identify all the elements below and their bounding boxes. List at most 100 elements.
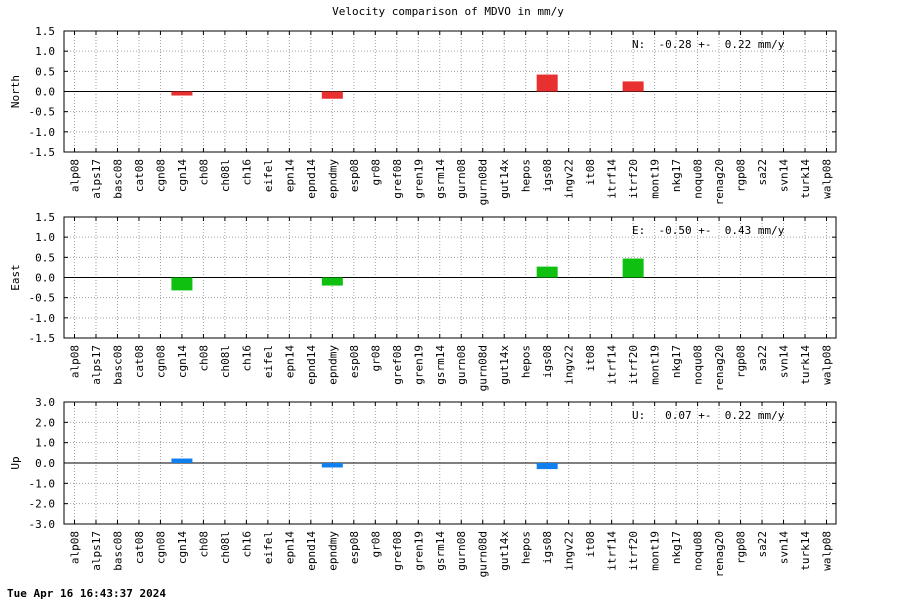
x-tick-label: mont19	[649, 345, 662, 385]
bar-cgn14	[171, 458, 193, 463]
x-tick-label: noqu08	[692, 531, 705, 571]
y-tick-label: 0.0	[35, 457, 55, 470]
x-tick-label: ingv22	[563, 531, 576, 571]
x-tick-label: cat08	[133, 159, 146, 192]
x-tick-label: gr08	[369, 159, 382, 186]
x-tick-label: walp08	[821, 531, 834, 571]
x-tick-label: ingv22	[563, 345, 576, 385]
x-tick-label: hepos	[520, 345, 533, 378]
x-tick-label: mont19	[649, 159, 662, 199]
x-tick-label: turk14	[799, 345, 812, 385]
x-tick-label: gsrm14	[434, 345, 447, 385]
x-tick-label: turk14	[799, 531, 812, 571]
y-tick-label: -1.5	[29, 332, 56, 345]
x-tick-label: ch16	[240, 345, 253, 372]
bar-igs08	[536, 74, 558, 92]
x-tick-label: itrf20	[627, 159, 640, 199]
x-tick-label: esp08	[348, 531, 361, 564]
x-tick-label: itrf20	[627, 531, 640, 571]
x-tick-label: alp08	[69, 345, 82, 378]
x-tick-label: alps17	[90, 345, 103, 385]
x-tick-label: ch08l	[219, 345, 232, 378]
x-tick-label: gren19	[412, 531, 425, 571]
x-tick-label: rgp08	[735, 159, 748, 192]
y-axis-label: East	[9, 264, 22, 291]
x-tick-label: eifel	[262, 159, 275, 192]
y-tick-label: 1.0	[35, 231, 55, 244]
bar-itrf20	[622, 258, 644, 278]
x-tick-label: gref08	[391, 159, 404, 199]
x-tick-label: it08	[584, 159, 597, 186]
x-tick-label: ch08l	[219, 531, 232, 564]
x-tick-label: basc08	[111, 159, 124, 199]
x-tick-label: gurn08d	[477, 345, 490, 391]
x-tick-label: epn14	[283, 159, 296, 192]
y-tick-label: 0.5	[35, 65, 55, 78]
y-tick-label: 1.5	[35, 25, 55, 38]
x-tick-label: basc08	[111, 531, 124, 571]
x-tick-label: renag20	[713, 531, 726, 577]
y-tick-label: -1.0	[29, 126, 56, 139]
x-tick-label: alp08	[69, 159, 82, 192]
x-tick-label: ch08	[197, 345, 210, 372]
bar-cgn14	[171, 91, 193, 96]
x-tick-label: epn14	[283, 531, 296, 564]
x-tick-label: esp08	[348, 159, 361, 192]
bar-epndmy	[321, 91, 343, 99]
chart-panel-north: 1.5 1.0 0.5 0.0 -0.5 -1.0 -1.5 alp08 alps17 basc0…	[9, 25, 837, 205]
x-tick-label: alps17	[90, 159, 103, 199]
x-tick-label: svn14	[778, 159, 791, 192]
bar-igs08	[536, 463, 558, 470]
x-tick-label: epnd14	[305, 531, 318, 571]
x-tick-label: cgn08	[154, 159, 167, 192]
x-tick-label: gut14x	[498, 159, 511, 199]
y-tick-label: 2.0	[35, 416, 55, 429]
x-tick-label: epn14	[283, 345, 296, 378]
bar-epndmy	[321, 463, 343, 468]
x-tick-label: gurn08	[455, 159, 468, 199]
x-tick-label: hepos	[520, 531, 533, 564]
x-tick-label: renag20	[713, 159, 726, 205]
y-axis-label: North	[9, 75, 22, 108]
x-tick-label: itrf14	[606, 531, 619, 571]
x-tick-label: renag20	[713, 345, 726, 391]
x-tick-label: itrf14	[606, 345, 619, 385]
y-axis-label: Up	[9, 456, 22, 469]
x-tick-label: itrf14	[606, 159, 619, 199]
x-tick-label: gr08	[369, 345, 382, 372]
x-tick-label: epnd14	[305, 345, 318, 385]
y-tick-label: -1.0	[29, 312, 56, 325]
x-tick-label: gsrm14	[434, 531, 447, 571]
x-tick-label: itrf20	[627, 345, 640, 385]
x-tick-label: epnd14	[305, 159, 318, 199]
x-tick-label: igs08	[541, 531, 554, 564]
x-tick-label: alps17	[90, 531, 103, 571]
x-tick-label: alp08	[69, 531, 82, 564]
x-tick-label: cgn14	[176, 345, 189, 378]
x-tick-label: cgn08	[154, 345, 167, 378]
page-title: Velocity comparison of MDVO in mm/y	[332, 5, 564, 18]
y-tick-label: -2.0	[29, 498, 56, 511]
stat-annotation: U: 0.07 +- 0.22 mm/y	[632, 409, 785, 422]
x-tick-label: gr08	[369, 531, 382, 558]
stat-annotation: E: -0.50 +- 0.43 mm/y	[632, 224, 785, 237]
x-tick-label: ch08	[197, 159, 210, 186]
x-tick-label: gref08	[391, 345, 404, 385]
x-tick-label: noqu08	[692, 159, 705, 199]
y-tick-label: -0.5	[29, 106, 56, 119]
y-tick-label: 1.0	[35, 45, 55, 58]
x-tick-label: ch08l	[219, 159, 232, 192]
x-tick-label: it08	[584, 345, 597, 372]
x-tick-label: gut14x	[498, 531, 511, 571]
x-tick-label: sa22	[756, 531, 769, 558]
x-tick-label: rgp08	[735, 531, 748, 564]
x-tick-label: epndmy	[326, 531, 339, 571]
chart-panel-east: 1.5 1.0 0.5 0.0 -0.5 -1.0 -1.5 alp08 alps17 basc0…	[9, 211, 837, 391]
y-tick-label: 0.5	[35, 251, 55, 264]
x-tick-label: svn14	[778, 345, 791, 378]
x-tick-label: gurn08d	[477, 159, 490, 205]
x-tick-label: ch16	[240, 531, 253, 558]
y-tick-label: -3.0	[29, 518, 56, 531]
bar-igs08	[536, 266, 558, 278]
